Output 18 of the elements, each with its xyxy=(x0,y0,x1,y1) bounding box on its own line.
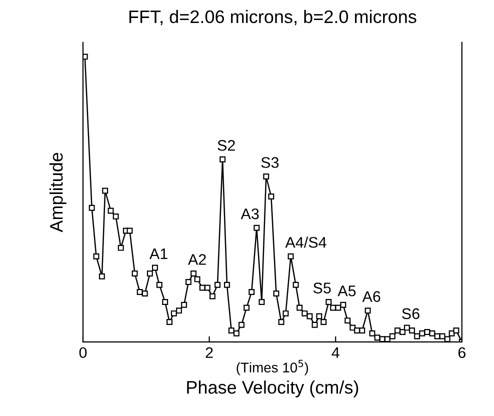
x-tick-label: 0 xyxy=(79,347,87,358)
x-tick-label: 4 xyxy=(332,347,340,358)
annotation: A2 xyxy=(188,254,206,265)
x-axis-title: Phase Velocity (cm/s) xyxy=(187,380,358,398)
y-axis-title: Amplitude xyxy=(49,152,66,232)
text: (Times 10$^{5}$) xyxy=(236,360,308,376)
x-tick-label: 2 xyxy=(206,347,213,358)
annotation: S2 xyxy=(218,140,235,151)
annotation: S6 xyxy=(402,308,420,320)
annotation: A3 xyxy=(240,208,259,220)
x-tick-label: 6 xyxy=(458,347,466,358)
annotation: A5 xyxy=(338,286,356,296)
annotation: A6 xyxy=(362,291,380,302)
annotation: A1 xyxy=(149,248,168,260)
annotation: S5 xyxy=(313,282,331,294)
annotation: A4/S4 xyxy=(285,236,326,248)
chart-title: FFT, d=2.06 microns, b=2.0 microns xyxy=(129,10,416,26)
annotation: S3 xyxy=(261,157,279,168)
